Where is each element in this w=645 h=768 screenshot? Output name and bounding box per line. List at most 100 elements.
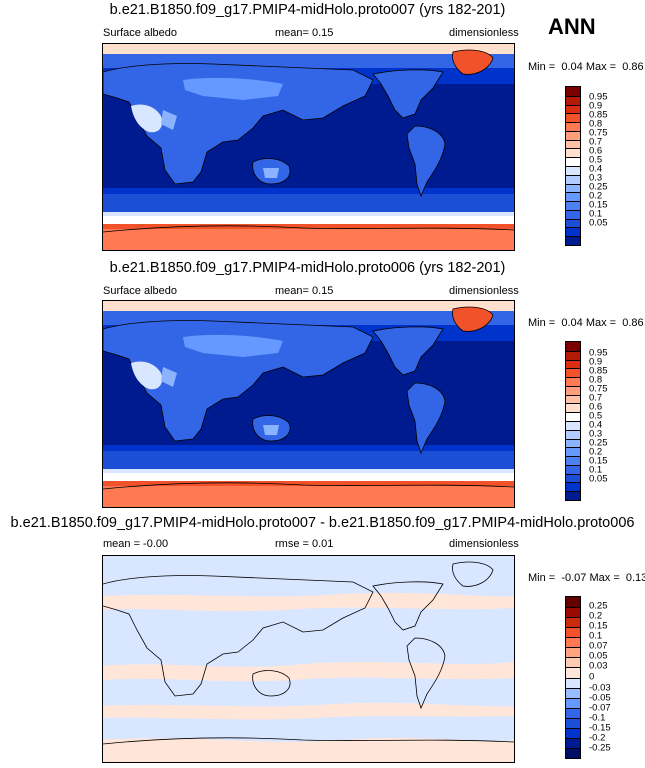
- colorbar-label: 0: [589, 671, 595, 683]
- colorbar-box: [566, 627, 580, 638]
- colorbar-label: 0.95: [589, 91, 608, 103]
- colorbar-box: [566, 236, 580, 245]
- colorbar-box: [566, 438, 580, 448]
- colorbar-label: 0.6: [589, 145, 603, 157]
- colorbar-label: 0.75: [589, 127, 608, 139]
- panel-3-map-svg: [103, 556, 514, 762]
- colorbar-box: [566, 113, 580, 123]
- colorbar-label: 0.05: [589, 473, 608, 485]
- panel-1-title: b.e21.B1850.f09_g17.PMIP4-midHolo.proto0…: [109, 2, 506, 18]
- colorbar-box: [566, 456, 580, 465]
- panel-1-variable-label: Surface albedo: [103, 27, 177, 39]
- colorbar-box: [566, 342, 580, 351]
- colorbar-label: 0.75: [589, 383, 608, 395]
- colorbar-box: [566, 104, 580, 114]
- colorbar-box: [566, 192, 580, 202]
- colorbar-box: [566, 183, 580, 193]
- colorbar-label: 0.95: [589, 347, 608, 359]
- colorbar-label: 0.8: [589, 374, 603, 386]
- colorbar-box: [566, 482, 580, 492]
- colorbar-label: -0.07: [589, 702, 611, 714]
- colorbar-label: 0.2: [589, 190, 603, 202]
- colorbar-label: -0.03: [589, 682, 611, 694]
- panel-2-minmax: Min = 0.04 Max = 0.86: [528, 317, 644, 329]
- panel-1-map: [102, 43, 515, 251]
- colorbar-label: 0.3: [589, 172, 603, 184]
- colorbar-label: 0.15: [589, 199, 608, 211]
- colorbar-label: 0.9: [589, 100, 603, 112]
- colorbar-box: [566, 95, 580, 105]
- colorbar-box: [566, 657, 580, 668]
- colorbar-label: 0.07: [589, 640, 608, 652]
- panel-3-minmax: Min = -0.07 Max = 0.13: [528, 572, 645, 584]
- colorbar-box: [566, 617, 580, 628]
- colorbar-label: -0.1: [589, 712, 606, 724]
- colorbar-label: 0.5: [589, 410, 603, 422]
- colorbar-box: [566, 359, 580, 369]
- colorbar-label: 0.1: [589, 464, 603, 476]
- panel-1-map-svg: [103, 44, 514, 250]
- panel-2-variable-label: Surface albedo: [103, 285, 177, 297]
- panel-2-units-label: dimensionless: [449, 285, 519, 297]
- panel-3-map: [102, 555, 515, 763]
- colorbar-box: [566, 607, 580, 618]
- panel-2-mean-label: mean= 0.15: [275, 285, 334, 297]
- colorbar-label: 0.3: [589, 428, 603, 440]
- panel-2-map-svg: [103, 301, 514, 507]
- colorbar-box: [566, 727, 580, 738]
- colorbar-label: 0.03: [589, 660, 608, 672]
- colorbar-box: [566, 209, 580, 219]
- panel-3-colorbar: [565, 596, 581, 759]
- colorbar-box: [566, 647, 580, 658]
- colorbar-box: [566, 737, 580, 748]
- panel-3-units-label: dimensionless: [449, 538, 519, 550]
- colorbar-label: 0.1: [589, 630, 603, 642]
- colorbar-box: [566, 148, 580, 158]
- colorbar-box: [566, 421, 580, 430]
- colorbar-label: 0.7: [589, 392, 603, 404]
- panel-1-colorbar: [565, 86, 581, 246]
- colorbar-box: [566, 677, 580, 688]
- colorbar-label: 0.85: [589, 365, 608, 377]
- panel-3-rmse-label: rmse = 0.01: [275, 538, 334, 550]
- colorbar-box: [566, 403, 580, 413]
- colorbar-label: -0.05: [589, 692, 611, 704]
- colorbar-box: [566, 377, 580, 386]
- colorbar-label: 0.2: [589, 610, 603, 622]
- colorbar-label: 0.05: [589, 217, 608, 229]
- colorbar-box: [566, 218, 580, 228]
- colorbar-label: 0.8: [589, 118, 603, 130]
- colorbar-box: [566, 166, 580, 175]
- panel-1-units-label: dimensionless: [449, 27, 519, 39]
- colorbar-label: 0.4: [589, 163, 603, 175]
- colorbar-box: [566, 707, 580, 718]
- colorbar-box: [566, 201, 580, 210]
- colorbar-box: [566, 717, 580, 728]
- panel-2-colorbar: [565, 341, 581, 501]
- colorbar-box: [566, 473, 580, 483]
- colorbar-box: [566, 687, 580, 698]
- colorbar-label: 0.25: [589, 600, 608, 612]
- colorbar-box: [566, 122, 580, 131]
- colorbar-box: [566, 130, 580, 140]
- colorbar-box: [566, 597, 580, 608]
- colorbar-box: [566, 227, 580, 237]
- colorbar-label: 0.1: [589, 208, 603, 220]
- colorbar-label: 0.9: [589, 356, 603, 368]
- colorbar-label: 0.2: [589, 446, 603, 458]
- colorbar-label: -0.25: [589, 742, 611, 754]
- colorbar-label: 0.6: [589, 401, 603, 413]
- colorbar-label: 0.5: [589, 154, 603, 166]
- colorbar-label: 0.85: [589, 109, 608, 121]
- colorbar-box: [566, 447, 580, 457]
- colorbar-box: [566, 429, 580, 439]
- panel-2-title: b.e21.B1850.f09_g17.PMIP4-midHolo.proto0…: [109, 260, 506, 276]
- colorbar-label: -0.2: [589, 732, 606, 744]
- colorbar-box: [566, 394, 580, 404]
- colorbar-label: 0.05: [589, 650, 608, 662]
- colorbar-box: [566, 697, 580, 708]
- colorbar-label: 0.15: [589, 620, 608, 632]
- colorbar-box: [566, 350, 580, 360]
- colorbar-box: [566, 412, 580, 421]
- colorbar-box: [566, 637, 580, 648]
